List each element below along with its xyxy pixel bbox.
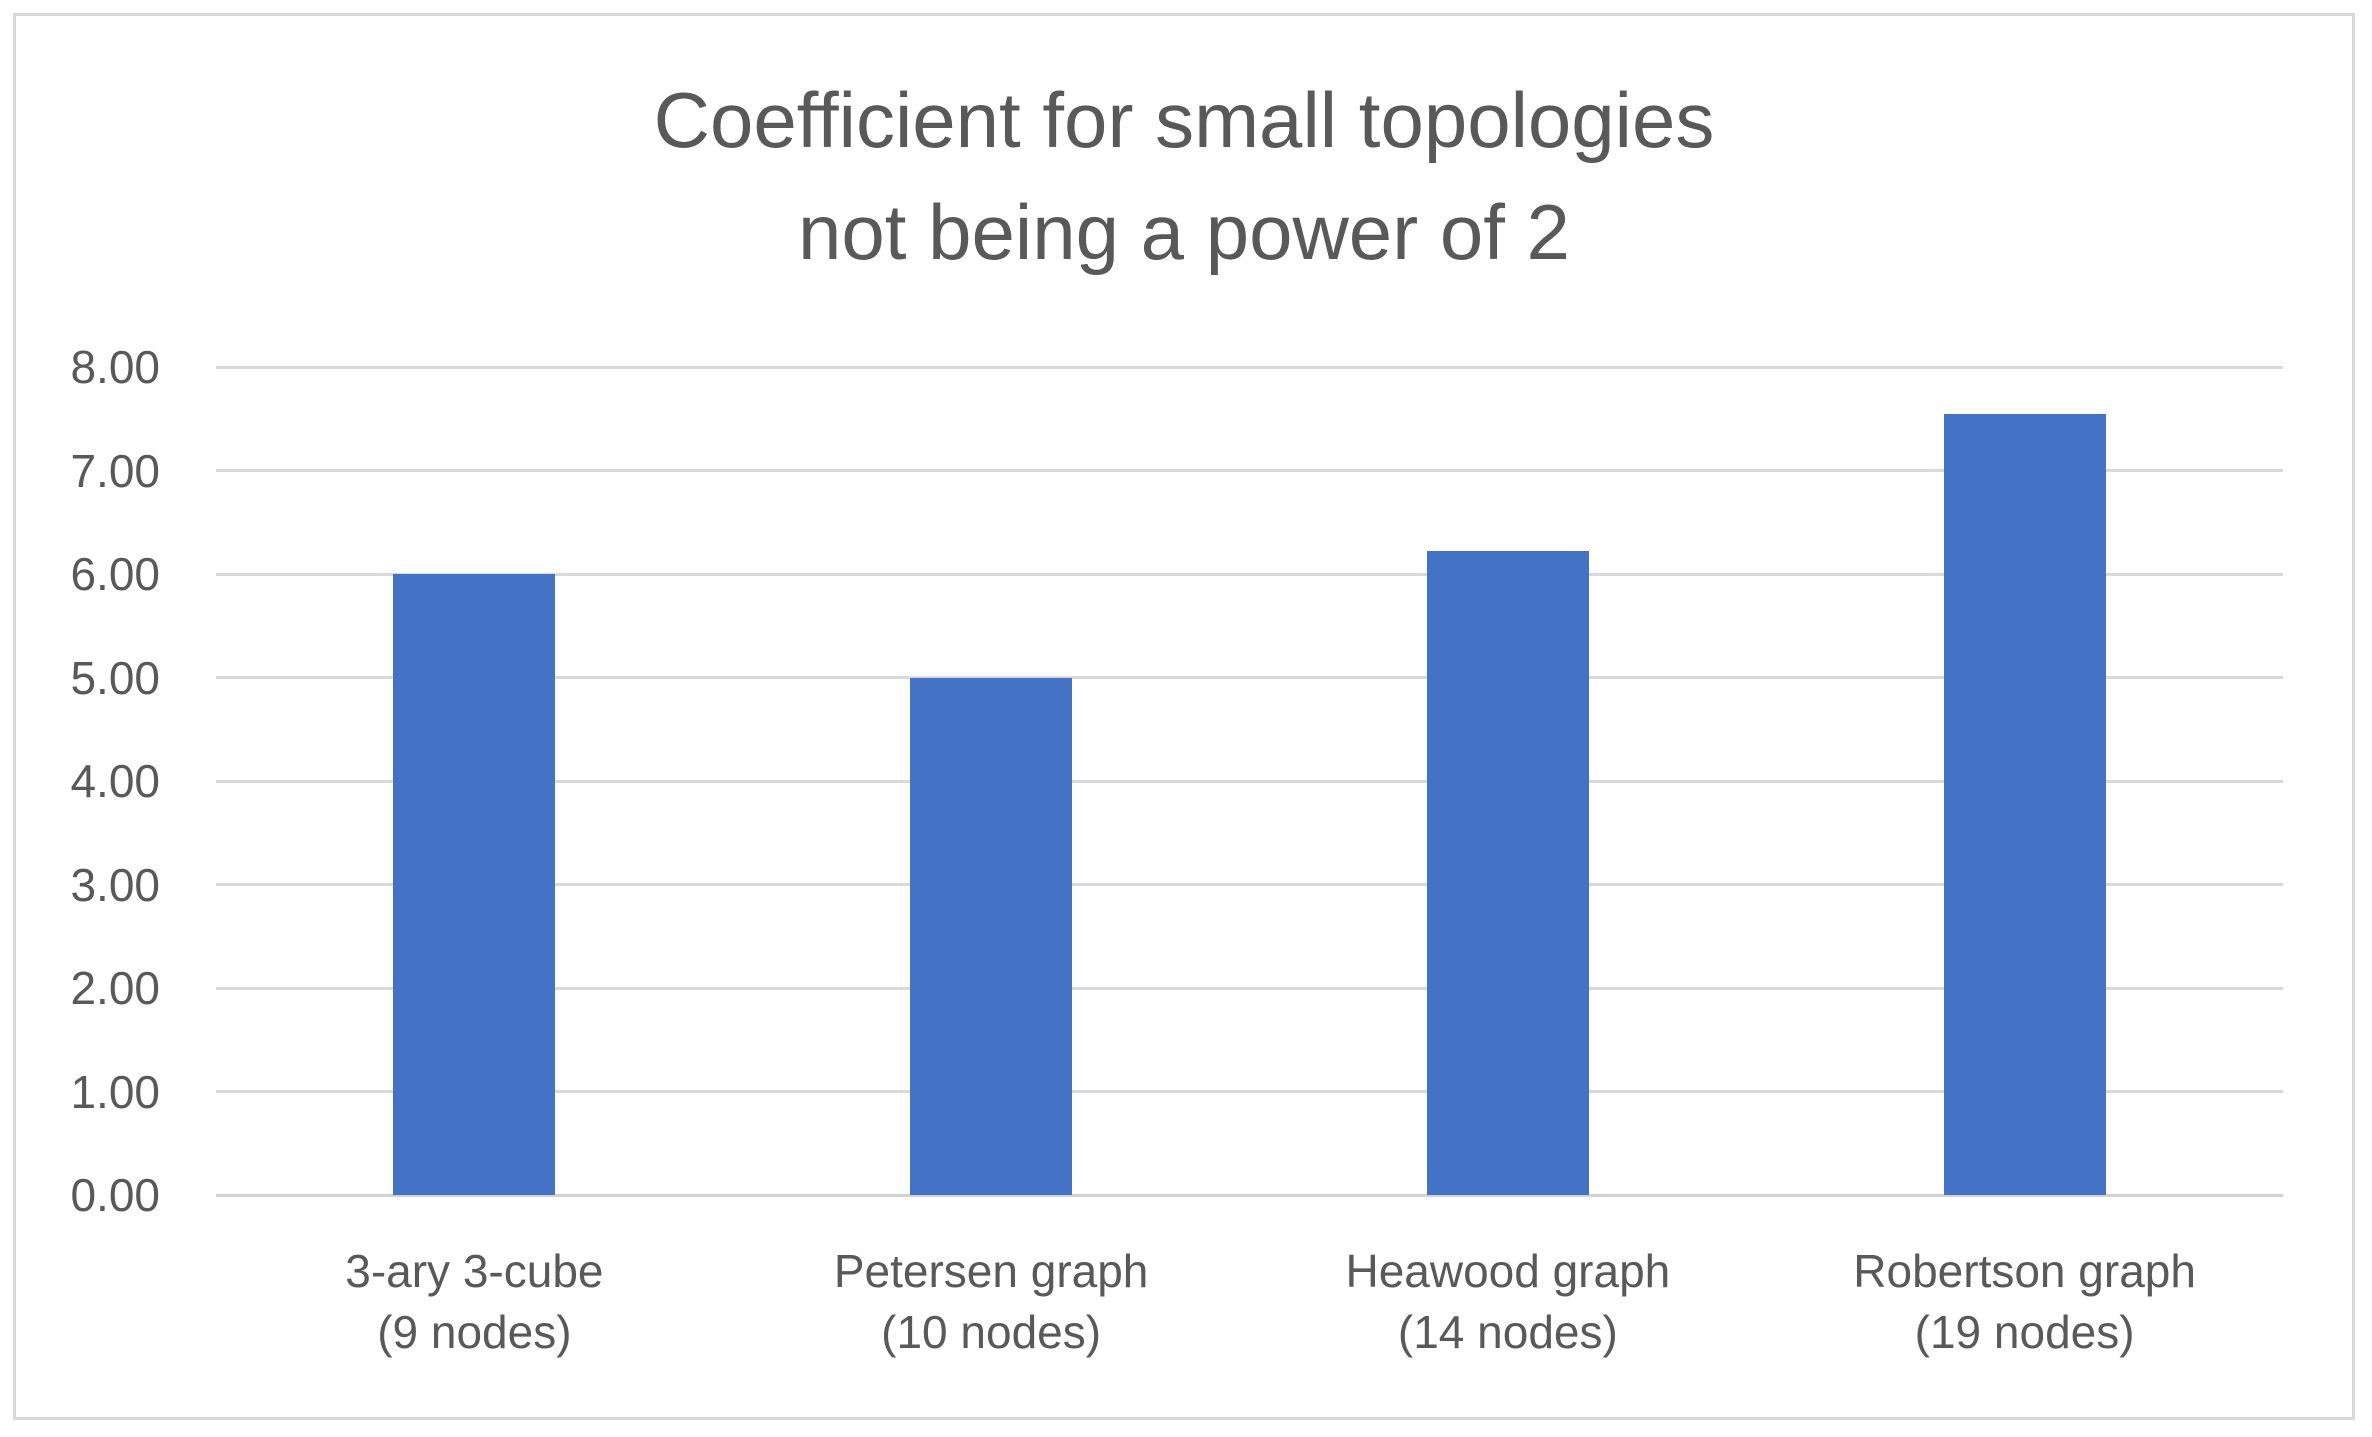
y-axis-tick-label: 5.00 bbox=[70, 651, 160, 704]
gridline bbox=[216, 572, 2283, 576]
x-axis-category-label: 3-ary 3-cube (9 nodes) bbox=[216, 1241, 733, 1363]
gridline bbox=[216, 986, 2283, 990]
chart-title-line-1: Coefficient for small topologies bbox=[653, 76, 1715, 164]
y-axis-tick-label: 0.00 bbox=[70, 1169, 160, 1221]
x-axis-category-label: Robertson graph (19 nodes) bbox=[1766, 1241, 2283, 1363]
chart-title: Coefficient for small topologies not bei… bbox=[13, 64, 2355, 288]
chart-title-line-2: not being a power of 2 bbox=[798, 188, 1570, 276]
category-label-line: (19 nodes) bbox=[1914, 1306, 2135, 1358]
gridline bbox=[216, 365, 2283, 369]
y-axis-tick-label: 1.00 bbox=[70, 1065, 160, 1118]
y-axis-tick-label: 2.00 bbox=[70, 962, 160, 1014]
category-label-line: (14 nodes) bbox=[1397, 1306, 1618, 1358]
gridline bbox=[216, 469, 2283, 472]
y-axis-tick-label: 7.00 bbox=[70, 444, 160, 497]
bar bbox=[393, 574, 556, 1195]
gridline bbox=[216, 779, 2283, 783]
y-axis-tick-label: 4.00 bbox=[70, 755, 160, 807]
y-axis-tick-label: 6.00 bbox=[70, 548, 160, 600]
gridline bbox=[216, 883, 2283, 886]
y-axis-tick-label: 8.00 bbox=[70, 341, 160, 393]
x-axis-line bbox=[216, 1193, 2283, 1197]
category-label-line: (9 nodes) bbox=[377, 1306, 572, 1358]
category-label-line: (10 nodes) bbox=[881, 1306, 1102, 1358]
y-axis-tick-label: 3.00 bbox=[70, 858, 160, 911]
bar bbox=[910, 677, 1073, 1195]
category-label-line: Robertson graph bbox=[1853, 1245, 2196, 1297]
x-axis-category-label: Petersen graph (10 nodes) bbox=[733, 1241, 1250, 1363]
gridline bbox=[216, 1090, 2283, 1093]
category-label-line: Petersen graph bbox=[833, 1245, 1149, 1297]
category-label-line: Heawood graph bbox=[1345, 1245, 1671, 1297]
bar bbox=[1943, 413, 2106, 1195]
category-label-line: 3-ary 3-cube bbox=[345, 1245, 604, 1297]
x-axis-category-label: Heawood graph (14 nodes) bbox=[1250, 1241, 1767, 1363]
gridline bbox=[216, 676, 2283, 679]
bar bbox=[1426, 551, 1589, 1195]
